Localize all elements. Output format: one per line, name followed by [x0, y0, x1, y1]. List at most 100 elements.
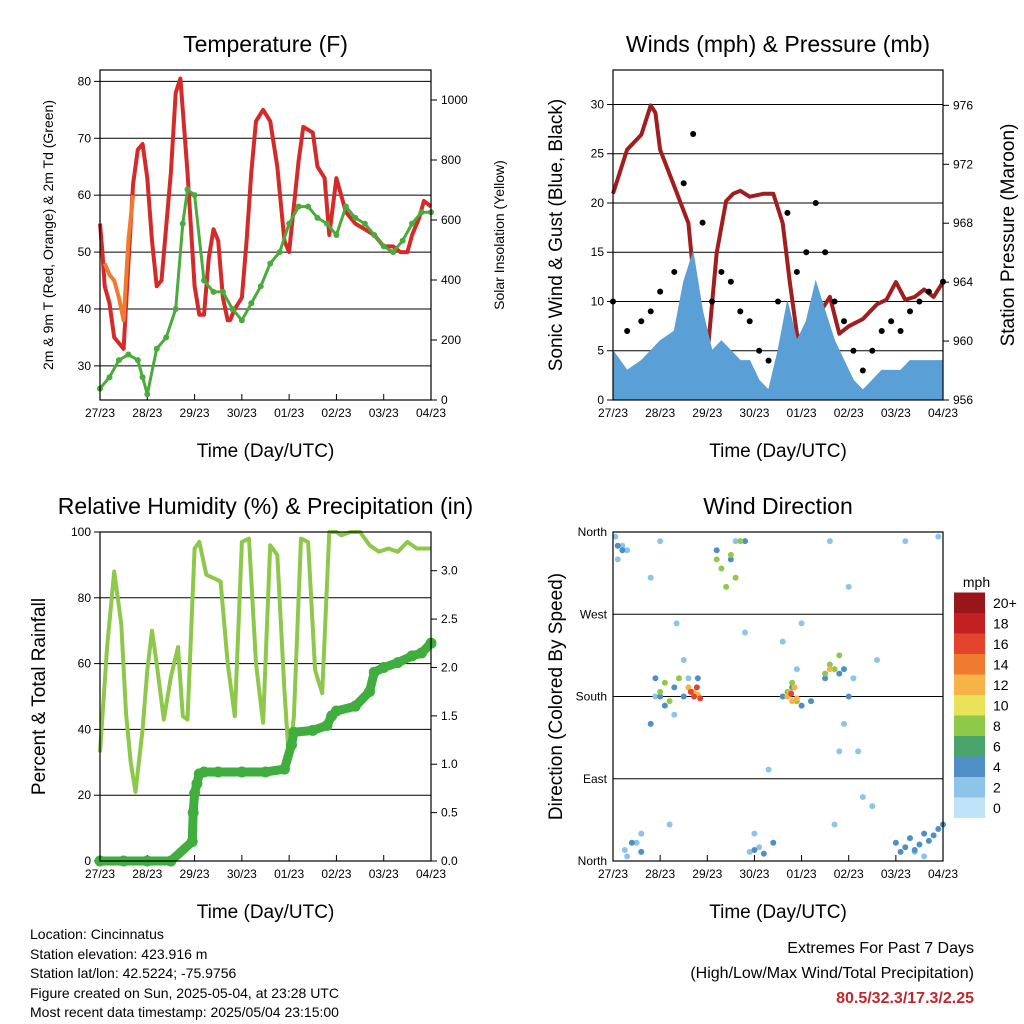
series-point — [378, 661, 390, 673]
series-point — [709, 298, 715, 305]
y-tick-label: 30 — [591, 97, 605, 111]
x-tick-label: 03/23 — [881, 406, 911, 420]
series-point — [288, 726, 300, 738]
x-tick-label: 27/23 — [85, 867, 115, 881]
series-point — [163, 334, 170, 341]
scatter-point — [822, 670, 829, 677]
scatter-point — [798, 702, 805, 709]
colorbar-label: 4 — [993, 759, 1001, 775]
series-point — [409, 220, 416, 227]
series-point — [850, 347, 857, 354]
y-tick-label: 30 — [78, 359, 92, 373]
scatter-point — [911, 847, 918, 854]
scatter-point — [619, 542, 626, 549]
series-point — [380, 243, 387, 250]
series-point — [671, 268, 678, 275]
series-point — [812, 199, 819, 206]
colorbar-label: 18 — [993, 615, 1009, 631]
elevation-text: Station elevation: 423.916 m — [30, 945, 208, 962]
series-point — [305, 203, 312, 210]
scatter-point — [693, 684, 700, 691]
y-tick-label: 0 — [84, 854, 91, 868]
scatter-point — [746, 848, 753, 855]
series-point — [191, 192, 198, 199]
scatter-point — [789, 698, 796, 705]
x-tick-label: 30/23 — [739, 406, 769, 420]
series-point — [352, 214, 359, 221]
scatter-point — [647, 720, 654, 727]
series-point — [134, 357, 141, 364]
extremes-block: Extremes For Past 7 Days (High/Low/Max W… — [690, 936, 974, 1011]
scatter-point — [671, 711, 678, 718]
series-point — [793, 268, 800, 275]
panel-3 — [94, 530, 437, 867]
scatter-point — [845, 583, 852, 590]
y-tick-label: 60 — [78, 657, 92, 671]
series-point — [831, 298, 838, 305]
series-point — [144, 391, 151, 398]
colorbar-swatch — [954, 592, 985, 613]
y-tick-label: 80 — [78, 74, 92, 88]
series-point — [390, 249, 397, 256]
colorbar-swatch — [954, 797, 985, 818]
y-right-tick-label: 964 — [953, 275, 973, 289]
recent-text: Most recent data timestamp: 2025/05/04 2… — [30, 1004, 339, 1020]
scatter-point — [713, 547, 720, 554]
series-point — [330, 705, 342, 717]
y-axis-label: Percent & Total Rainfall — [29, 598, 50, 795]
series-point — [260, 766, 271, 778]
colorbar-title: mph — [963, 574, 990, 590]
scatter-point — [661, 702, 668, 709]
series-point — [321, 720, 333, 732]
series-point — [727, 278, 734, 285]
series-point — [219, 288, 226, 295]
x-tick-label: 04/23 — [416, 406, 446, 420]
scatter-point — [727, 556, 734, 563]
y-right-tick-label: 2.0 — [441, 660, 458, 674]
series-point — [333, 232, 340, 238]
series-point — [907, 308, 913, 315]
colorbar-swatch — [954, 695, 985, 716]
colorbar-swatch — [954, 613, 985, 634]
scatter-point — [673, 620, 680, 627]
scatter-point — [657, 688, 664, 695]
series-point — [210, 288, 217, 295]
scatter-point — [897, 848, 904, 855]
series-point — [699, 219, 706, 226]
scatter-point — [742, 629, 748, 636]
x-tick-label: 04/23 — [928, 867, 958, 881]
scatter-point — [638, 830, 645, 837]
scatter-point — [671, 684, 678, 691]
extremes-subtitle: (High/Low/Max Wind/Total Precipitation) — [690, 965, 974, 982]
scatter-point — [902, 844, 909, 851]
y-tick-label: 40 — [78, 302, 92, 316]
series-point — [361, 220, 368, 227]
scatter-point — [732, 538, 739, 545]
scatter-point — [841, 666, 847, 673]
series-point — [189, 787, 201, 799]
scatter-point — [874, 656, 880, 663]
scatter-point — [657, 693, 664, 700]
x-tick-label: 01/23 — [787, 406, 817, 420]
series-point — [257, 283, 264, 290]
series-point — [690, 131, 697, 138]
station-info: Location: Cincinnatus Station elevation:… — [30, 925, 339, 1023]
y-tick-label: East — [583, 772, 608, 786]
series-point — [859, 367, 866, 374]
series-point — [418, 209, 425, 216]
scatter-point — [666, 821, 673, 828]
scatter-point — [930, 832, 937, 839]
scatter-point — [751, 847, 758, 854]
series-point — [212, 766, 224, 778]
y-tick-label: 0 — [597, 393, 604, 407]
x-axis-label: Time (Day/UTC) — [197, 902, 335, 923]
series-point — [267, 260, 274, 267]
series-point — [765, 357, 772, 364]
x-axis-label: Time (Day/UTC) — [709, 902, 847, 923]
scatter-point — [685, 675, 692, 682]
x-tick-label: 28/23 — [645, 406, 675, 420]
series-point — [179, 220, 186, 227]
colorbar-swatch — [954, 777, 985, 798]
series-point — [276, 249, 283, 256]
colorbar-label: 6 — [993, 738, 1001, 754]
